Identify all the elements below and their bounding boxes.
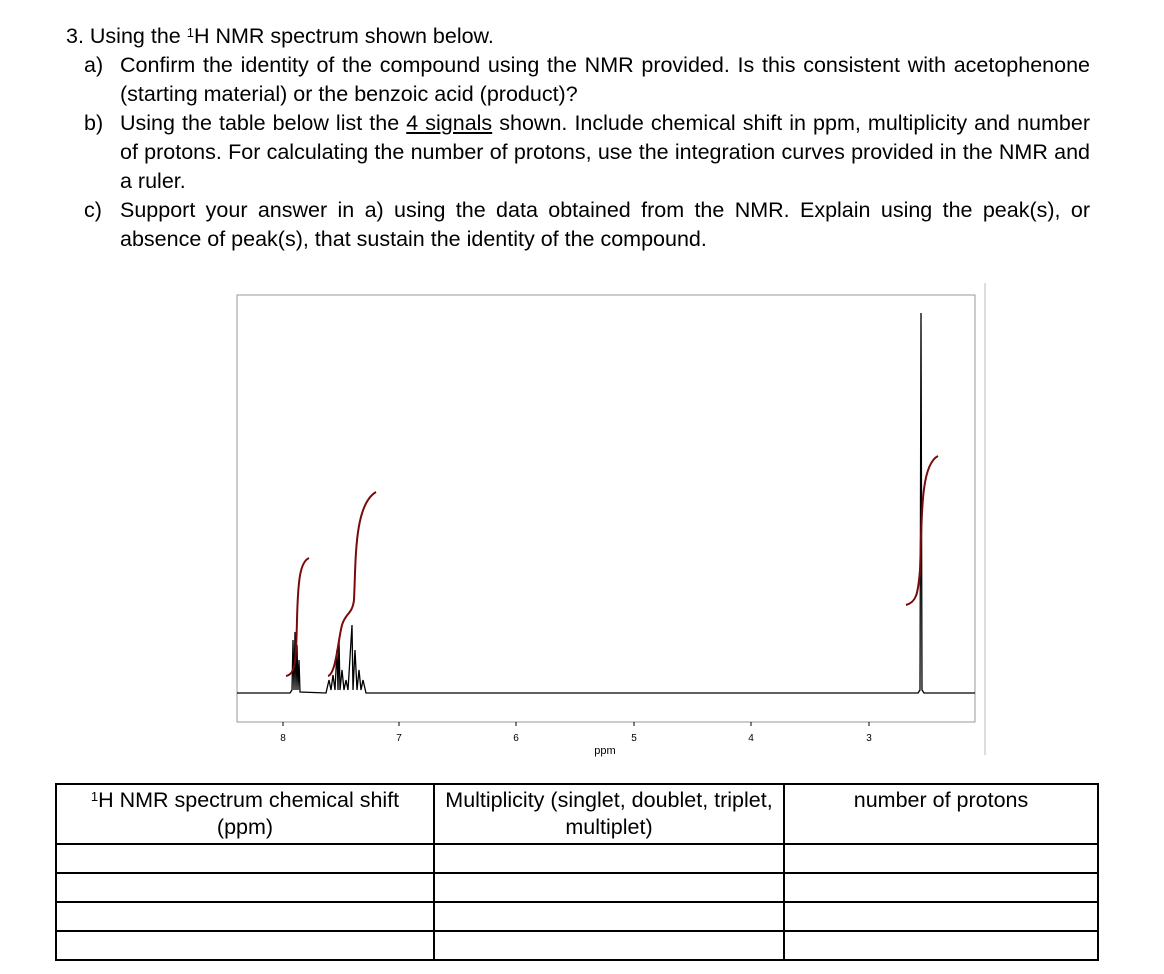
table-row <box>55 930 1099 961</box>
question: 3. Using the 1H NMR spectrum shown below… <box>66 22 1090 254</box>
cell <box>433 872 785 903</box>
tick-label: 5 <box>631 733 637 744</box>
part-text: Using the table below list the <box>120 111 407 135</box>
cell <box>55 930 435 961</box>
cell <box>55 872 435 903</box>
tick-labels: 8 7 6 5 4 3 <box>280 733 872 744</box>
underlined-text: 4 signals <box>406 111 493 135</box>
tick-label: 6 <box>513 733 519 744</box>
tick-label: 3 <box>866 733 872 744</box>
table-row <box>55 901 1099 932</box>
axis-label: ppm <box>594 745 615 757</box>
header-row: 1H NMR spectrum chemical shift (ppm) Mul… <box>55 783 1099 845</box>
table-row <box>55 843 1099 874</box>
question-heading: 3. Using the 1H NMR spectrum shown below… <box>66 22 1090 51</box>
cell <box>783 872 1099 903</box>
cell <box>433 843 785 874</box>
integral-curve <box>327 491 377 677</box>
table-row <box>55 872 1099 903</box>
header-cell: number of protons <box>783 783 1099 845</box>
cell <box>783 843 1099 874</box>
heading-text: 3. Using the <box>66 24 187 48</box>
integration-curves <box>285 455 939 677</box>
integral-curve <box>905 455 939 606</box>
tick-label: 8 <box>280 733 286 744</box>
plot-frame <box>236 294 976 723</box>
cell <box>55 901 435 932</box>
nmr-spectrum: 8 7 6 5 4 3 ppm <box>236 283 986 757</box>
cell <box>783 930 1099 961</box>
heading-text: H NMR spectrum shown below. <box>193 24 494 48</box>
part-text: Confirm the identity of the compound usi… <box>120 53 1090 106</box>
tick-label: 7 <box>396 733 402 744</box>
cell <box>783 901 1099 932</box>
header-text: H NMR spectrum chemical shift (ppm) <box>98 788 400 839</box>
spectrum-trace <box>237 312 975 694</box>
cell <box>433 901 785 932</box>
question-part: b) Using the table below list the 4 signa… <box>66 109 1090 196</box>
answer-table: 1H NMR spectrum chemical shift (ppm) Mul… <box>55 783 1099 961</box>
axis-ticks <box>282 722 870 726</box>
part-text: Support your answer in a) using the data… <box>120 198 1090 251</box>
part-label: a) <box>84 53 104 77</box>
header-cell: Multiplicity (singlet, doublet, triplet,… <box>433 783 785 845</box>
integral-curve <box>285 557 310 677</box>
superscript: 1 <box>90 789 99 804</box>
header-cell: 1H NMR spectrum chemical shift (ppm) <box>55 783 435 845</box>
cell <box>433 930 785 961</box>
part-text: shown. Include chemical shift in ppm, mu… <box>120 111 1090 193</box>
part-label: c) <box>84 198 102 222</box>
question-part: c) Support your answer in a) using the da… <box>66 196 1090 254</box>
tick-label: 4 <box>748 733 754 744</box>
question-part: a) Confirm the identity of the compound u… <box>66 51 1090 109</box>
cell <box>55 843 435 874</box>
part-label: b) <box>84 111 104 135</box>
superscript: 1 <box>186 25 194 40</box>
